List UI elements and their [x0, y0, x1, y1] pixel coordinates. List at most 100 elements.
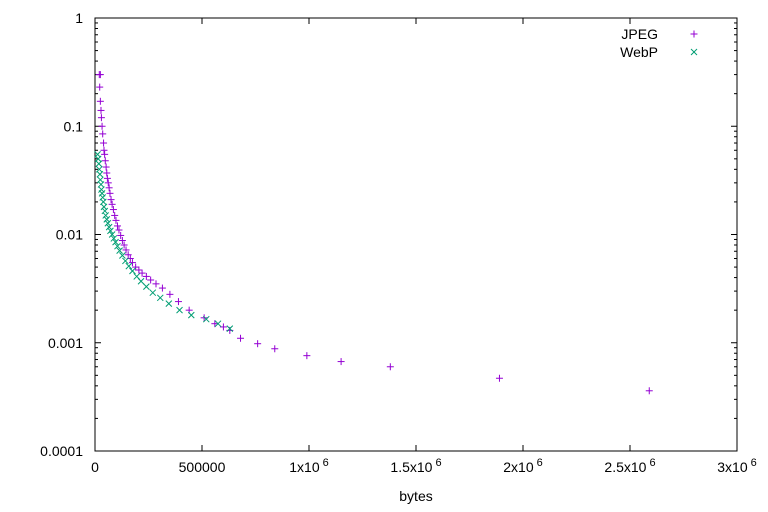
x-axis-label: bytes — [399, 488, 432, 504]
data-point — [116, 247, 123, 254]
data-point — [114, 242, 121, 250]
data-point — [237, 334, 245, 342]
axis-ticks: 1 0.1 0.01 0.001 0.0001 0 500000 1x10 6 1.5x10 6 2x… — [40, 10, 757, 475]
data-point — [100, 203, 108, 211]
data-point — [211, 320, 219, 328]
data-point — [102, 212, 110, 219]
data-point — [303, 352, 311, 360]
data-point — [129, 267, 136, 275]
data-point — [96, 97, 104, 105]
x-tick-label: 2x10 6 — [503, 457, 542, 475]
data-point — [113, 222, 121, 230]
x-tick-label: 0 — [91, 459, 99, 475]
data-point — [125, 262, 133, 270]
y-tick-label: 0.01 — [56, 227, 83, 243]
data-point — [108, 200, 116, 208]
data-point — [101, 157, 109, 165]
x-tick-label: 3x10 6 — [717, 457, 756, 475]
data-point — [105, 184, 113, 192]
data-point — [103, 216, 111, 223]
data-point — [143, 283, 150, 290]
legend-entry-webp: WebP — [620, 44, 698, 60]
data-point — [97, 106, 105, 114]
legend-marker — [690, 48, 698, 56]
data-point — [135, 266, 143, 274]
data-point — [124, 251, 132, 259]
data-point — [219, 323, 227, 331]
data-point — [122, 257, 129, 265]
data-point — [104, 219, 112, 227]
data-point — [120, 241, 128, 249]
data-point — [100, 139, 108, 147]
data-point — [118, 237, 126, 245]
data-point — [111, 211, 119, 219]
data-point — [214, 320, 222, 328]
data-point — [105, 223, 113, 231]
plot-frame — [94, 17, 738, 452]
data-point — [337, 358, 345, 366]
data-point — [166, 290, 174, 298]
data-point — [99, 130, 107, 138]
data-point — [495, 374, 503, 382]
legend-label: JPEG — [621, 26, 658, 42]
data-point — [138, 269, 146, 277]
data-point — [149, 289, 157, 297]
data-point — [158, 284, 166, 292]
x-tick-label: 1x10 6 — [289, 457, 328, 475]
data-point — [101, 150, 109, 158]
data-point — [137, 277, 145, 285]
data-point — [386, 363, 394, 371]
data-point — [100, 146, 108, 154]
data-point — [176, 306, 183, 314]
data-point — [132, 263, 140, 271]
data-point — [200, 314, 208, 322]
y-tick-label: 0.1 — [64, 118, 84, 134]
data-point — [645, 387, 653, 395]
data-point — [165, 300, 173, 307]
data-point — [108, 231, 116, 238]
data-point — [103, 169, 111, 177]
data-point — [122, 246, 130, 254]
data-point — [95, 160, 103, 168]
x-tick-label: 1.5x10 6 — [390, 457, 441, 475]
data-point — [147, 276, 155, 284]
data-point — [152, 280, 160, 288]
data-point — [187, 311, 195, 319]
data-point — [107, 196, 115, 204]
data-point — [109, 206, 117, 214]
data-point — [202, 315, 210, 323]
legend-label: WebP — [620, 44, 658, 60]
data-points — [94, 71, 653, 395]
data-point — [96, 71, 104, 79]
legend-marker — [690, 30, 698, 38]
data-point — [156, 294, 164, 302]
series-jpeg — [95, 71, 653, 395]
data-point — [98, 122, 106, 130]
data-point — [102, 163, 110, 171]
data-point — [112, 216, 120, 224]
x-tick-label: 500000 — [179, 459, 226, 475]
series-webp — [94, 151, 234, 332]
data-point — [119, 252, 126, 259]
data-point — [96, 83, 104, 91]
y-tick-label: 0.0001 — [40, 443, 83, 459]
x-tick-label: 2.5x10 6 — [604, 457, 655, 475]
data-point — [96, 170, 104, 178]
y-tick-label: 1 — [75, 10, 83, 26]
data-point — [128, 259, 136, 267]
data-point — [226, 325, 234, 332]
y-tick-label: 0.001 — [48, 335, 83, 351]
legend: JPEG WebP — [620, 26, 698, 60]
data-point — [97, 114, 105, 122]
data-point — [271, 345, 279, 353]
data-point — [174, 298, 182, 306]
data-point — [142, 272, 150, 280]
data-point — [110, 235, 118, 242]
data-point — [117, 231, 125, 239]
data-point — [115, 226, 123, 234]
legend-entry-jpeg: JPEG — [621, 26, 698, 42]
data-point — [106, 189, 114, 197]
data-point — [103, 174, 111, 182]
data-point — [112, 238, 119, 246]
